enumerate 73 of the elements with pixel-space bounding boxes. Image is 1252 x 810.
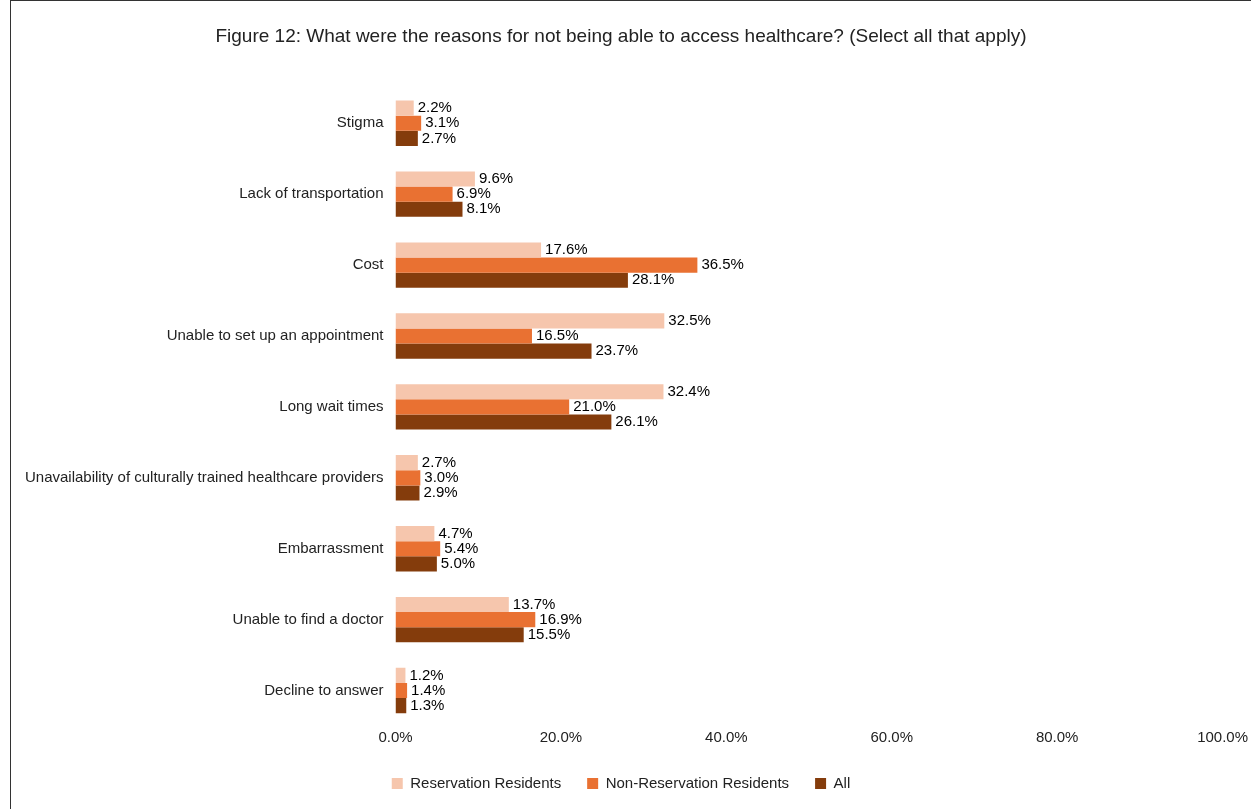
x-tick-label: 40.0% bbox=[705, 728, 748, 746]
x-tick-label: 20.0% bbox=[539, 728, 583, 746]
bar bbox=[395, 596, 509, 613]
bar bbox=[395, 470, 421, 486]
data-label: 17.6% bbox=[545, 240, 588, 258]
data-label: 28.1% bbox=[631, 270, 675, 288]
y-tick-label: Embarrassment bbox=[277, 538, 385, 556]
legend-label: Non-Reservation Residents bbox=[605, 773, 790, 791]
bar bbox=[395, 526, 435, 542]
y-tick-label: Cost bbox=[352, 255, 385, 273]
bar bbox=[395, 698, 407, 714]
x-tick-label: 0.0% bbox=[378, 728, 413, 746]
data-label: 1.2% bbox=[409, 665, 444, 683]
data-label: 13.7% bbox=[512, 594, 556, 612]
legend-label: All bbox=[833, 773, 851, 791]
data-label: 26.1% bbox=[615, 412, 658, 430]
data-label: 9.6% bbox=[478, 169, 514, 187]
bar bbox=[395, 257, 698, 273]
y-tick-label: Long wait times bbox=[279, 397, 384, 415]
data-label: 2.7% bbox=[421, 128, 457, 146]
data-label: 1.3% bbox=[410, 695, 445, 713]
x-tick-label: 100.0% bbox=[1197, 728, 1248, 746]
bar bbox=[395, 556, 437, 572]
bar bbox=[395, 485, 420, 501]
bar bbox=[395, 384, 664, 400]
bar bbox=[395, 328, 532, 344]
data-label: 1.4% bbox=[411, 680, 446, 698]
bar bbox=[395, 455, 418, 471]
bar bbox=[395, 627, 524, 643]
data-label: 32.4% bbox=[667, 381, 711, 399]
bar bbox=[395, 343, 592, 359]
y-tick-label: Unavailability of culturally trained healthcare providers bbox=[25, 467, 384, 485]
chart-title: Figure 12: What were the reasons for not being able to access healthcare? (Select all that apply) bbox=[215, 24, 1027, 46]
x-tick-label: 60.0% bbox=[870, 728, 914, 746]
bar bbox=[395, 414, 612, 430]
data-label: 3.0% bbox=[424, 467, 459, 485]
data-label: 5.4% bbox=[444, 538, 479, 556]
data-label: 36.5% bbox=[701, 255, 744, 273]
bar bbox=[395, 272, 628, 288]
data-label: 2.2% bbox=[417, 98, 452, 116]
bar bbox=[395, 667, 406, 683]
bar bbox=[395, 100, 414, 116]
y-tick-label: Unable to set up an appointment bbox=[166, 326, 385, 344]
bar bbox=[395, 399, 570, 415]
bar bbox=[395, 171, 475, 187]
y-tick-label: Decline to answer bbox=[264, 680, 384, 698]
bar bbox=[395, 186, 453, 202]
bar bbox=[395, 130, 418, 146]
data-label: 21.0% bbox=[573, 397, 616, 415]
y-tick-label: Lack of transportation bbox=[239, 184, 384, 202]
bar bbox=[395, 115, 422, 131]
y-tick-label: Stigma bbox=[336, 113, 385, 131]
data-label: 15.5% bbox=[527, 624, 571, 642]
bar bbox=[395, 313, 665, 329]
data-label: 3.1% bbox=[425, 113, 460, 131]
data-label: 5.0% bbox=[440, 553, 476, 571]
bar bbox=[395, 541, 441, 557]
data-label: 32.5% bbox=[668, 311, 711, 328]
bar bbox=[395, 201, 463, 217]
legend-label: Reservation Residents bbox=[410, 773, 562, 791]
x-tick-label: 80.0% bbox=[1035, 728, 1079, 746]
data-label: 2.7% bbox=[421, 452, 457, 470]
data-label: 16.9% bbox=[539, 609, 582, 627]
data-label: 23.7% bbox=[595, 341, 639, 359]
bar bbox=[395, 682, 408, 699]
data-label: 6.9% bbox=[456, 184, 491, 202]
bar bbox=[395, 242, 542, 258]
bar bbox=[395, 612, 536, 628]
y-tick-label: Unable to find a doctor bbox=[232, 609, 384, 627]
data-label: 2.9% bbox=[423, 483, 458, 501]
data-label: 4.7% bbox=[438, 523, 473, 541]
data-label: 8.1% bbox=[466, 199, 501, 217]
data-label: 16.5% bbox=[535, 326, 579, 344]
